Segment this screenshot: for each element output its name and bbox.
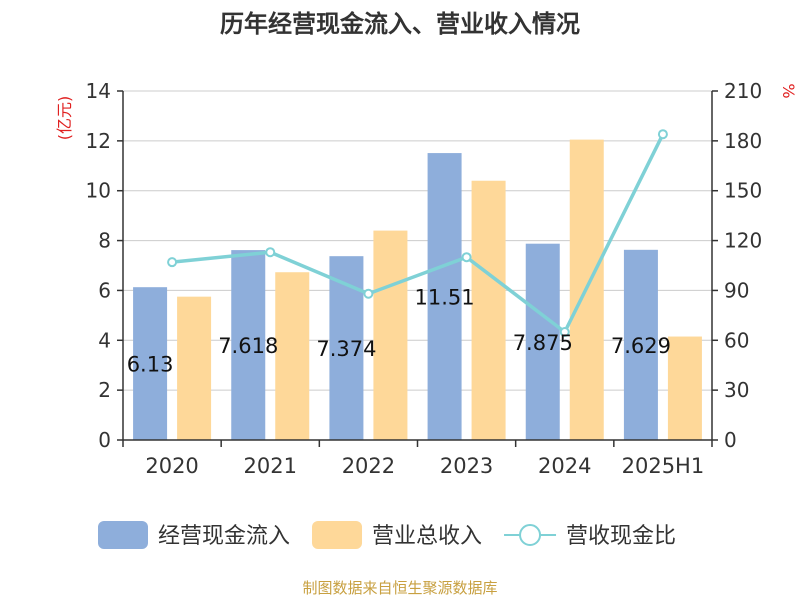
bar bbox=[471, 180, 506, 440]
legend-swatch bbox=[98, 521, 148, 549]
ratio-line-path bbox=[171, 133, 665, 335]
data-label: 7.618 bbox=[218, 334, 278, 358]
legend-label: 营收现金比 bbox=[566, 524, 676, 549]
x-tick-label: 2023 bbox=[440, 454, 493, 478]
legend-marker bbox=[519, 524, 542, 546]
x-tick-label: 2022 bbox=[342, 454, 395, 478]
legend-swatch bbox=[312, 521, 363, 549]
right-tick-label: 120 bbox=[724, 229, 762, 253]
right-tick-label: 90 bbox=[724, 278, 749, 302]
ratio-point bbox=[363, 288, 374, 299]
axes: 0 2 4 6 8 10 12 14 0 30 60 90 120 150 180 210 2020 2021 20… bbox=[86, 79, 763, 478]
left-tick-label: 10 bbox=[86, 179, 111, 203]
right-tick-label: 150 bbox=[724, 179, 762, 203]
left-tick-label: 12 bbox=[86, 129, 111, 153]
x-tick-label: 2024 bbox=[538, 454, 591, 478]
ratio-point bbox=[265, 247, 276, 258]
ratio-line bbox=[167, 129, 668, 337]
data-label: 6.13 bbox=[127, 353, 174, 377]
left-tick-label: 8 bbox=[98, 229, 111, 253]
data-label: 7.875 bbox=[513, 331, 573, 355]
right-tick-label: 210 bbox=[724, 79, 762, 103]
left-tick-label: 0 bbox=[98, 428, 111, 452]
bar bbox=[133, 287, 168, 440]
ratio-point bbox=[559, 326, 570, 337]
left-tick-label: 6 bbox=[98, 278, 111, 302]
bar bbox=[427, 153, 462, 440]
ratio-point bbox=[461, 252, 472, 263]
chart-title: 历年经营现金流入、营业收入情况 bbox=[220, 10, 580, 38]
ratio-point bbox=[167, 257, 178, 268]
x-tick-label: 2021 bbox=[244, 454, 297, 478]
left-tick-label: 14 bbox=[86, 79, 111, 103]
bar bbox=[177, 296, 212, 440]
legend-label: 经营现金流入 bbox=[158, 524, 290, 549]
bar bbox=[667, 336, 702, 440]
left-tick-label: 2 bbox=[98, 378, 111, 402]
source-note: 制图数据来自恒生聚源数据库 bbox=[302, 579, 498, 597]
left-tick-label: 4 bbox=[98, 328, 111, 352]
ratio-point bbox=[657, 129, 668, 140]
grid-lines bbox=[123, 90, 712, 391]
bar bbox=[373, 230, 408, 440]
bars bbox=[133, 139, 702, 440]
data-labels: 6.13 7.618 7.374 11.51 7.875 7.629 bbox=[127, 286, 671, 377]
right-tick-label: 0 bbox=[724, 428, 737, 452]
bar bbox=[231, 250, 266, 440]
bar bbox=[275, 272, 310, 440]
bar bbox=[329, 256, 364, 440]
right-axis-unit: % bbox=[779, 83, 798, 98]
left-axis-unit: (亿元) bbox=[55, 96, 74, 141]
data-label: 7.374 bbox=[316, 337, 376, 361]
data-label: 7.629 bbox=[611, 334, 671, 358]
x-tick-label: 2025H1 bbox=[622, 454, 705, 478]
bar bbox=[525, 243, 560, 440]
right-tick-label: 60 bbox=[724, 328, 749, 352]
legend-label: 营业总收入 bbox=[372, 524, 482, 549]
data-label: 11.51 bbox=[415, 286, 475, 310]
right-tick-label: 30 bbox=[724, 378, 749, 402]
right-tick-label: 180 bbox=[724, 129, 762, 153]
bar bbox=[623, 249, 658, 440]
x-tick-label: 2020 bbox=[145, 454, 198, 478]
legend: 经营现金流入 营业总收入 营收现金比 bbox=[98, 521, 676, 549]
